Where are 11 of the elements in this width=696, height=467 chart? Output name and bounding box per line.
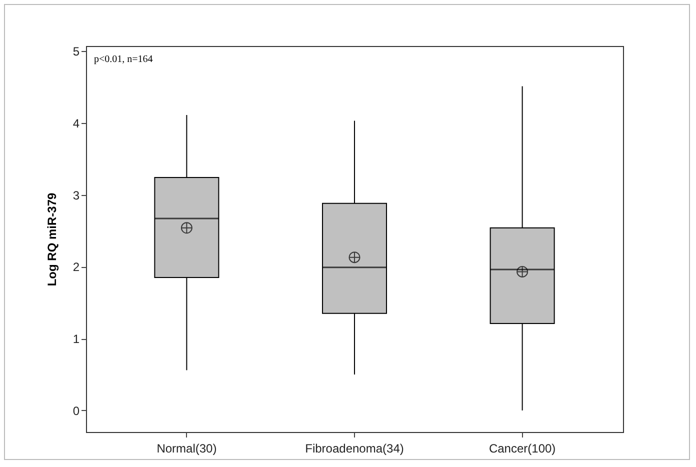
y-tick-label: 4	[72, 116, 80, 130]
y-tick-label: 3	[72, 188, 80, 202]
x-tick-label: Fibroadenoma(34)	[305, 442, 404, 456]
y-tick-label: 1	[72, 332, 80, 346]
y-tick-label: 0	[72, 404, 80, 418]
x-tick-label: Cancer(100)	[488, 442, 556, 456]
annotation: p<0.01, n=164	[94, 54, 153, 65]
y-axis-title: Log RQ miR-379	[44, 192, 59, 286]
y-tick-label: 5	[72, 44, 80, 59]
y-tick-label: 2	[72, 260, 80, 274]
x-tick-label: Normal(30)	[156, 442, 217, 456]
